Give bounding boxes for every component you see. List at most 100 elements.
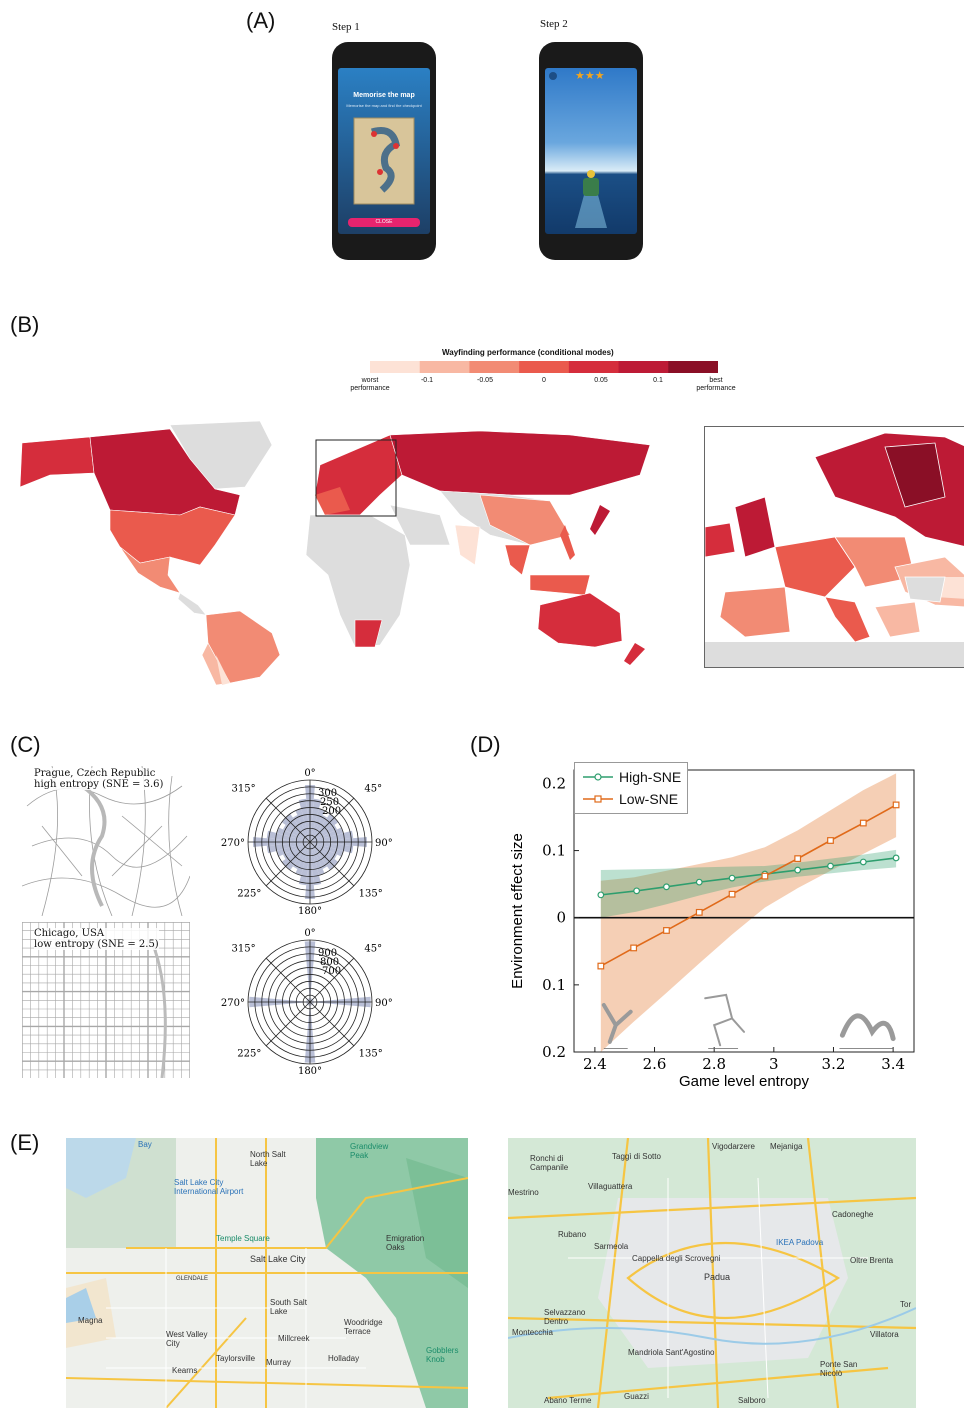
legend-marker-high [583, 773, 613, 781]
south-slc-label: South Salt Lake [270, 1298, 307, 1316]
game-screen: ★★★ [545, 68, 637, 234]
data-point [695, 878, 703, 886]
y-tick-label: 0.2 [542, 774, 566, 792]
data-point [633, 887, 641, 895]
data-point [859, 858, 867, 866]
data-point [794, 866, 802, 874]
prague-label: Prague, Czech Republic high entropy (SNE … [34, 768, 164, 790]
y-tick-label: 0 [556, 909, 566, 927]
oltre-brenta-label: Oltre Brenta [850, 1256, 894, 1265]
best-performance-label: best performance [696, 377, 736, 392]
data-point [827, 862, 834, 870]
series-line [600, 857, 897, 896]
polar-bar [298, 842, 310, 886]
colorbar-title: Wayfinding performance (conditional mode… [442, 348, 614, 357]
montecchia-label: Montecchia [512, 1328, 553, 1337]
padua-map-shapes [508, 1138, 916, 1408]
chicago-label: Chicago, USA low entropy (SNE = 2.5) [34, 928, 159, 950]
selvazzano-label: Selvazzano Dentro [544, 1308, 586, 1326]
x-tick-label: 3.2 [822, 1055, 846, 1073]
legend-marker-low [583, 795, 613, 803]
polar-bar [277, 827, 310, 842]
europe-inset-map [704, 426, 964, 668]
step-1-label: Step 1 [332, 21, 360, 33]
x-tick-label: 2.8 [702, 1055, 726, 1073]
taylorsville-label: Taylorsville [216, 1354, 256, 1363]
polar-bar [310, 798, 322, 842]
polar-angle-label: 225° [237, 889, 261, 900]
polar-bar [310, 842, 325, 875]
polar-bar [310, 815, 328, 842]
europe-map-shapes [705, 432, 964, 667]
colorbar-swatch [568, 361, 620, 373]
data-point [630, 944, 638, 952]
worst-performance-label: worst performance [350, 377, 390, 392]
polar-angle-label: 315° [232, 944, 256, 955]
polar-bar [310, 830, 354, 842]
polar-ring-label: 250 [320, 797, 339, 808]
polar-bar [310, 842, 322, 886]
panel-label-e: (E) [10, 1130, 40, 1155]
polar-bar [292, 842, 310, 869]
salt-lake-city-map: Salt Lake City Salt Lake City Internatio… [66, 1138, 468, 1408]
polar-bar [295, 809, 310, 842]
phone-step-1: Memorise the map Memorise the map and fi… [332, 42, 436, 260]
x-tick-label: 2.4 [583, 1055, 607, 1073]
data-point [892, 854, 900, 862]
world-map [19, 420, 651, 685]
polar-angle-label: 45° [364, 944, 382, 955]
polar-angle-label: 270° [221, 838, 245, 849]
polar-bar [292, 815, 310, 842]
legend-label-low: Low-SNE [619, 791, 679, 807]
data-point [892, 801, 900, 809]
chart-legend: High-SNE Low-SNE [574, 762, 689, 814]
padua-map: Padua Cappella degli Scrovegni IKEA Pado… [508, 1138, 916, 1408]
guazzi-label: Guazzi [624, 1392, 649, 1401]
vigodarzere-label: Vigodarzere [712, 1142, 755, 1151]
data-point [597, 962, 605, 970]
y-axis-label: Environment effect size [509, 833, 526, 989]
polar-angle-label: 180° [298, 1066, 322, 1077]
data-point [597, 891, 605, 899]
polar-bar [310, 842, 328, 869]
padua-label: Padua [704, 1272, 731, 1282]
legend-label-high: High-SNE [619, 769, 682, 785]
polar-bar [310, 809, 325, 842]
polar-ring-label: 200 [322, 806, 341, 817]
colorbar-tick: 0 [542, 377, 546, 384]
panel-label-d: (D) [470, 732, 501, 757]
polar-angle-label: 180° [298, 906, 322, 917]
cadoneghe-label: Cadoneghe [832, 1210, 874, 1219]
data-point [663, 883, 670, 891]
star-rating: ★★★ [575, 70, 605, 82]
polar-ring-label: 300 [318, 788, 337, 799]
pause-icon[interactable] [549, 72, 557, 80]
polar-angle-label: 0° [304, 928, 315, 939]
slc-label: Salt Lake City [250, 1254, 306, 1264]
tor-label: Tor [900, 1300, 912, 1309]
polar-bar [266, 830, 310, 842]
mestrino-label: Mestrino [508, 1188, 539, 1197]
polar-ring-label: 700 [322, 966, 341, 977]
rubano-label: Rubano [558, 1230, 587, 1239]
salboro-label: Salboro [738, 1396, 766, 1405]
data-point [827, 837, 834, 844]
grandview-peak-label: Grandview Peak [350, 1142, 389, 1160]
colorbar-swatch [370, 361, 421, 373]
polar-bar [298, 798, 310, 842]
glendale-label: GLENDALE [176, 1276, 209, 1282]
polar-ring-label: 800 [320, 957, 339, 968]
close-button[interactable]: CLOSE [348, 218, 420, 227]
ronchi-label: Ronchi di Campanile [530, 1154, 569, 1172]
kearns-label: Kearns [172, 1366, 198, 1375]
ikea-label: IKEA Padova [776, 1238, 824, 1247]
colorbar-tick: -0.05 [477, 377, 493, 384]
slc-airport-label: Salt Lake City International Airport [174, 1178, 244, 1196]
millcreek-label: Millcreek [278, 1334, 310, 1343]
memorise-title: Memorise the map [353, 92, 415, 99]
x-tick-label: 2.6 [643, 1055, 667, 1073]
polar-bar [266, 842, 310, 854]
data-point [695, 908, 703, 916]
west-valley-label: West Valley City [166, 1330, 208, 1348]
